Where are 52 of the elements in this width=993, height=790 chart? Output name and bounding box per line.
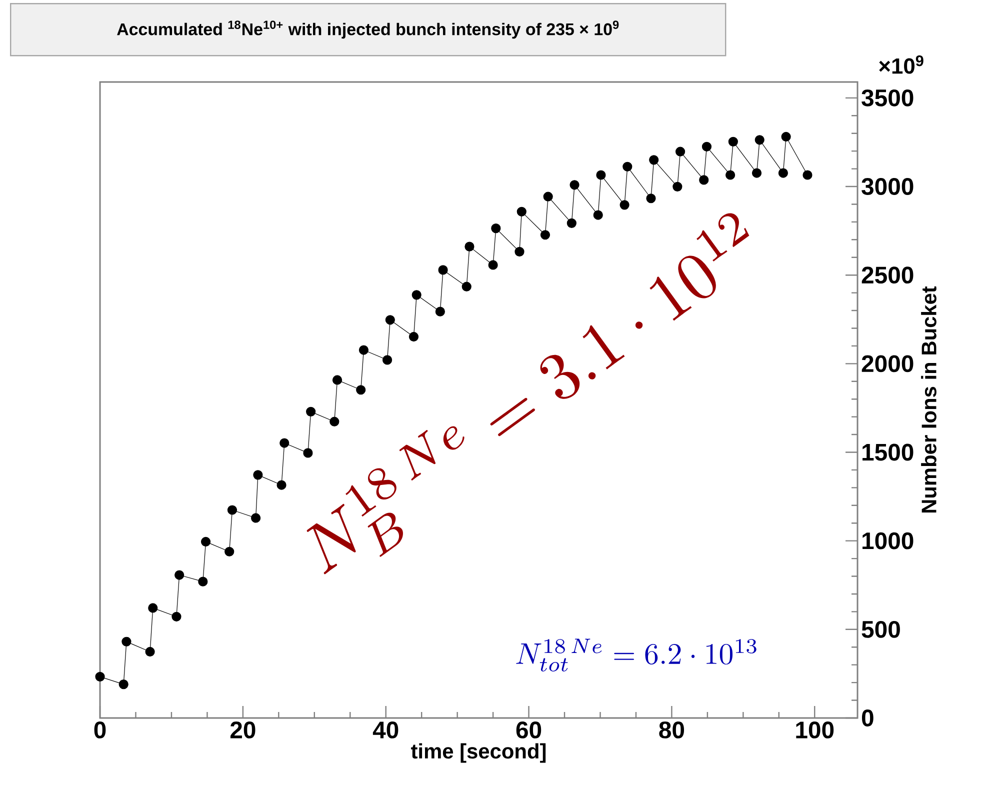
point bbox=[200, 536, 211, 547]
point bbox=[675, 146, 686, 156]
annotation: $N_{tot}^{18\,Ne}=6.2\cdot 10^{13}$ bbox=[516, 638, 756, 672]
x-axis-title: time [second] bbox=[411, 743, 546, 763]
text: ×10$^{9}$ bbox=[879, 55, 924, 74]
y-tick-label: 1500 bbox=[862, 444, 914, 461]
point bbox=[699, 175, 709, 185]
point bbox=[276, 480, 286, 490]
point bbox=[726, 170, 736, 180]
point bbox=[778, 168, 788, 178]
point bbox=[702, 142, 712, 152]
point bbox=[620, 200, 630, 210]
point bbox=[148, 603, 158, 613]
y-tick-label: 2000 bbox=[862, 355, 914, 372]
y-tick-label: 500 bbox=[862, 620, 900, 638]
point bbox=[198, 576, 208, 586]
point bbox=[596, 170, 606, 180]
point bbox=[224, 546, 234, 556]
chart-title: Accumulated $^{18}$Ne$^{10+}$ with injected bunch intensity of 235 × 10$^{9}$ bbox=[117, 20, 619, 39]
point bbox=[118, 680, 128, 690]
point bbox=[122, 636, 132, 646]
y-tick-label: 3500 bbox=[862, 89, 914, 106]
x-tick-label: 80 bbox=[659, 722, 684, 738]
point bbox=[253, 470, 263, 480]
point bbox=[802, 170, 812, 180]
x-tick-label: 60 bbox=[516, 722, 542, 738]
x-tick-label: 40 bbox=[372, 722, 398, 738]
y-tick-label: 3000 bbox=[862, 178, 914, 195]
point bbox=[646, 194, 656, 204]
x-tick-label: 20 bbox=[230, 722, 256, 738]
point bbox=[781, 132, 791, 142]
point bbox=[227, 505, 238, 515]
point bbox=[649, 155, 659, 165]
point bbox=[672, 182, 682, 192]
point bbox=[250, 513, 261, 523]
point bbox=[145, 646, 155, 657]
y-tick-label: 2500 bbox=[862, 266, 914, 284]
point bbox=[280, 438, 290, 448]
point bbox=[570, 180, 580, 190]
point bbox=[754, 135, 764, 145]
point bbox=[172, 612, 182, 622]
y-tick-label: 1000 bbox=[862, 532, 914, 550]
y-tick-label: 0 bbox=[862, 710, 874, 726]
y-axis-title: Number Ions in Bucket bbox=[921, 286, 936, 513]
point bbox=[728, 136, 738, 146]
point bbox=[752, 168, 762, 178]
x-tick-label: 0 bbox=[94, 722, 106, 738]
point bbox=[622, 162, 632, 172]
point bbox=[543, 192, 553, 202]
point bbox=[95, 672, 105, 682]
point bbox=[174, 570, 184, 580]
x-tick-label: 100 bbox=[796, 722, 834, 738]
